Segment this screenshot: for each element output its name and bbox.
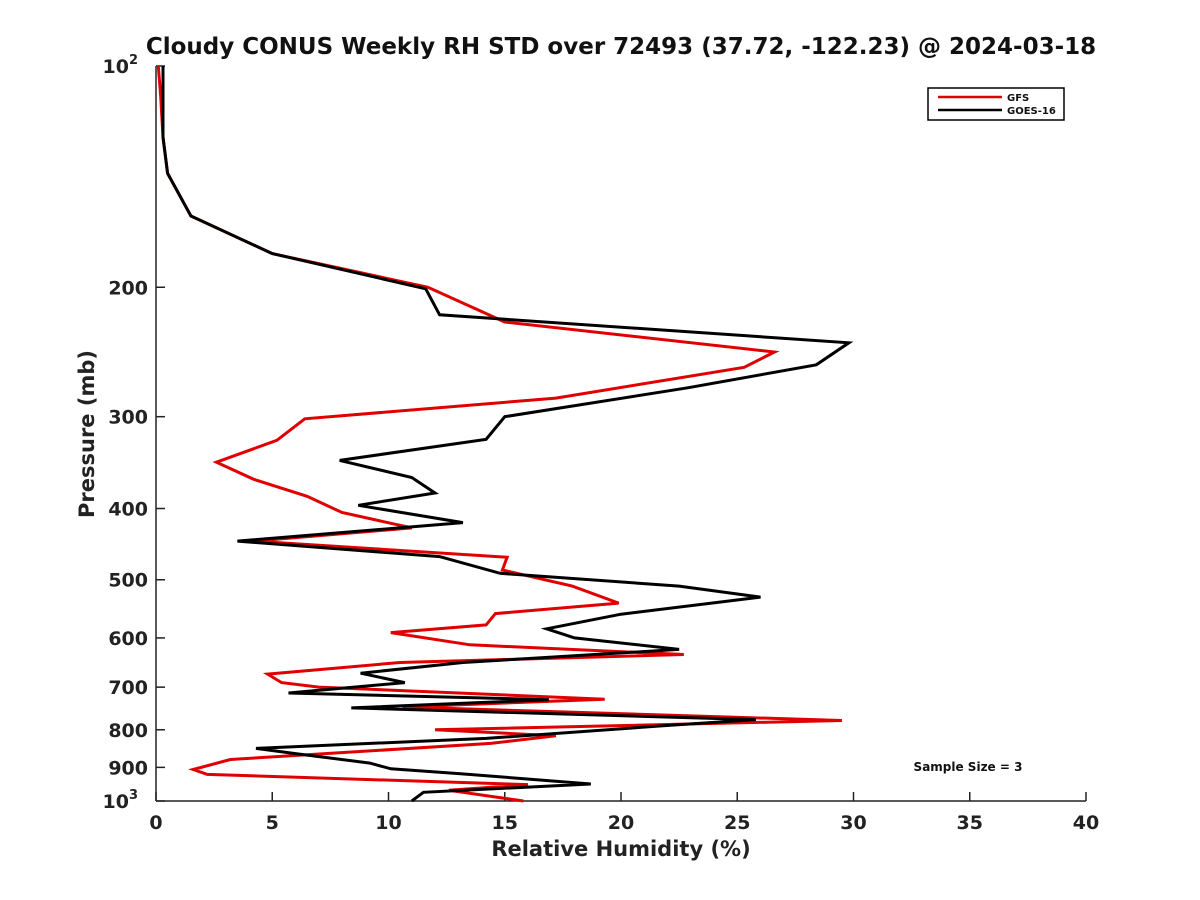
series-layer <box>156 65 854 803</box>
legend-box <box>927 87 1065 121</box>
y-axis-label: Pressure (mb) <box>75 350 99 518</box>
y-tick-label: 800 <box>108 720 148 742</box>
y-tick-label: 300 <box>108 407 148 429</box>
legend: GFS GOES-16 <box>927 87 1065 121</box>
x-axis-label: Relative Humidity (%) <box>491 837 750 861</box>
y-tick-label: 700 <box>108 677 148 699</box>
sample-size-annotation: Sample Size = 3 <box>914 760 1023 774</box>
y-tick-label: 103 <box>103 788 139 813</box>
x-tick-label: 10 <box>375 812 401 834</box>
axes: 0 5 10 15 20 25 30 35 40 102 200 300 400 500 600 700 800… <box>103 53 1100 834</box>
legend-label-gfs: GFS <box>1007 93 1029 104</box>
x-tick-label: 35 <box>957 812 983 834</box>
y-tick-label: 400 <box>108 499 148 521</box>
series-line-gfs <box>156 65 842 803</box>
legend-label-goes-16: GOES-16 <box>1007 106 1056 117</box>
x-tick-label: 20 <box>608 812 634 834</box>
y-tick-label: 900 <box>108 757 148 779</box>
x-tick-label: 5 <box>266 812 279 834</box>
y-tick-label: 500 <box>108 570 148 592</box>
chart-title: Cloudy CONUS Weekly RH STD over 72493 (3… <box>146 34 1096 60</box>
y-tick-label: 600 <box>108 628 148 650</box>
y-tick-label: 200 <box>108 277 148 299</box>
y-tick-label: 102 <box>103 53 139 78</box>
x-tick-label: 40 <box>1073 812 1099 834</box>
x-tick-label: 15 <box>492 812 518 834</box>
x-tick-label: 25 <box>724 812 750 834</box>
x-tick-label: 0 <box>149 812 162 834</box>
x-tick-label: 30 <box>840 812 866 834</box>
series-line-goes-16 <box>161 66 854 803</box>
